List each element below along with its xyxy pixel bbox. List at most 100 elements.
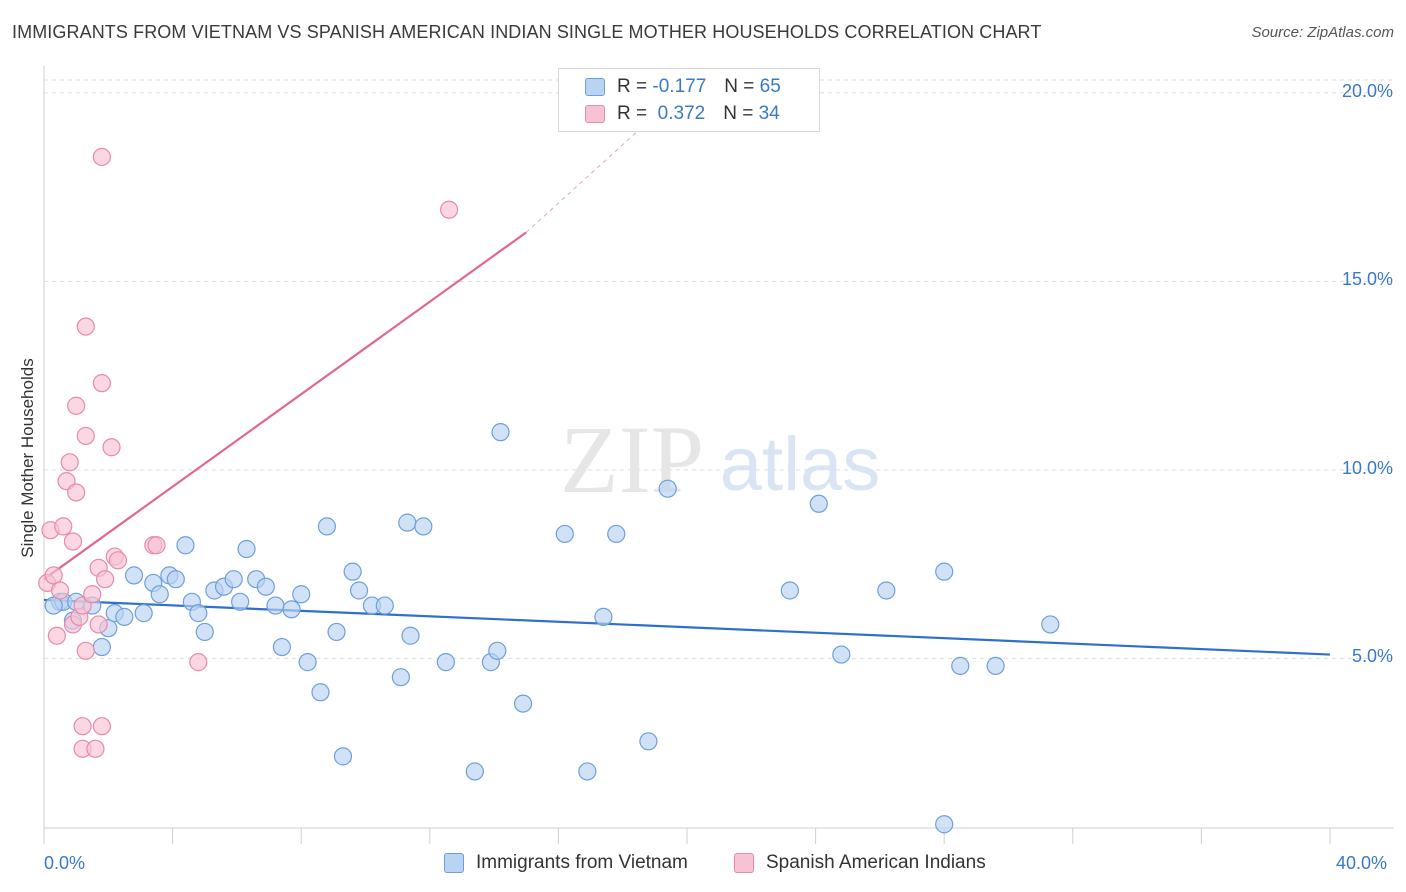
point-vietnam <box>935 562 954 581</box>
point-vietnam <box>488 641 507 660</box>
legend-r-value: -0.177 <box>652 76 707 97</box>
point-spanish-american-indian <box>189 653 208 672</box>
point-vietnam <box>150 585 169 604</box>
point-vietnam <box>465 762 484 781</box>
point-vietnam <box>1041 615 1060 634</box>
watermark-zip: ZIP <box>560 406 704 513</box>
point-spanish-american-indian <box>44 566 63 585</box>
point-vietnam <box>436 653 455 672</box>
point-vietnam <box>780 581 799 600</box>
point-spanish-american-indian <box>54 517 73 536</box>
point-vietnam <box>176 536 195 555</box>
point-vietnam <box>92 637 111 657</box>
point-spanish-american-indian <box>95 570 115 589</box>
point-vietnam <box>272 637 292 657</box>
point-vietnam <box>298 653 317 672</box>
trend-line-vietnam <box>43 598 1331 656</box>
point-vietnam <box>809 494 828 513</box>
trend-line-extension <box>525 115 656 233</box>
point-spanish-american-indian <box>102 438 121 457</box>
point-vietnam <box>124 566 144 585</box>
legend-n-label: N = <box>723 103 754 124</box>
point-vietnam <box>343 562 362 581</box>
point-spanish-american-indian <box>76 641 95 660</box>
legend-row-vietnam: R = -0.177 N = 65 <box>585 74 781 100</box>
point-vietnam <box>189 604 208 623</box>
point-spanish-american-indian <box>92 717 111 736</box>
bottom-legend-swatch-pink <box>734 853 754 873</box>
trend-lines <box>43 115 1331 656</box>
point-vietnam <box>513 694 533 713</box>
legend-r-label: R = <box>617 76 648 97</box>
point-vietnam <box>832 645 851 664</box>
point-vietnam <box>555 524 574 544</box>
point-spanish-american-indian <box>73 717 92 736</box>
point-spanish-american-indian <box>92 374 111 393</box>
point-spanish-american-indian <box>439 200 459 219</box>
bottom-legend-vietnam: Immigrants from Vietnam <box>444 852 688 874</box>
point-vietnam <box>658 479 677 498</box>
point-vietnam <box>237 539 256 559</box>
point-vietnam <box>256 577 275 596</box>
point-vietnam <box>317 517 337 536</box>
point-spanish-american-indian <box>47 626 66 645</box>
point-vietnam <box>166 570 185 589</box>
point-vietnam <box>375 596 394 615</box>
point-vietnam <box>333 747 353 766</box>
legend-n-value: 65 <box>759 76 781 97</box>
point-spanish-american-indian <box>76 317 95 336</box>
grid-lines <box>44 79 1394 659</box>
legend-swatch-pink <box>585 105 605 123</box>
point-vietnam <box>398 513 417 532</box>
y-tick-label: 15.0% <box>1341 269 1393 290</box>
point-spanish-american-indian <box>60 453 79 472</box>
point-vietnam <box>195 622 214 642</box>
point-vietnam <box>292 585 311 604</box>
x-tick-label-min: 0.0% <box>44 853 86 873</box>
x-tick-label-max: 40.0% <box>1336 853 1388 873</box>
point-vietnam <box>44 596 63 615</box>
point-spanish-american-indian <box>92 147 111 167</box>
legend-n-label: N = <box>724 76 755 97</box>
point-spanish-american-indian <box>86 739 105 758</box>
correlation-legend: R = -0.177 N = 65 R = 0.372 N = 34 <box>558 68 820 132</box>
point-spanish-american-indian <box>76 426 95 446</box>
point-vietnam <box>349 581 369 600</box>
point-vietnam <box>224 570 243 589</box>
point-vietnam <box>327 622 346 642</box>
legend-n-value: 34 <box>758 103 780 124</box>
point-vietnam <box>639 732 658 751</box>
legend-swatch-blue <box>585 78 605 96</box>
y-tick-label: 5.0% <box>1351 646 1393 667</box>
legend-r-label: R = <box>617 103 648 124</box>
point-vietnam <box>491 423 510 442</box>
point-spanish-american-indian <box>50 581 70 600</box>
legend-row-spanish-american-indians: R = 0.372 N = 34 <box>585 101 780 127</box>
point-vietnam <box>391 668 410 687</box>
point-vietnam <box>877 581 896 600</box>
point-vietnam <box>414 517 433 536</box>
axes <box>43 66 1394 844</box>
point-vietnam <box>607 524 626 544</box>
bottom-legend-spanish-american-indians: Spanish American Indians <box>734 852 986 874</box>
point-spanish-american-indian <box>67 396 86 415</box>
point-spanish-american-indian <box>108 551 128 570</box>
point-spanish-american-indian <box>63 532 83 551</box>
point-vietnam <box>134 604 153 623</box>
bottom-legend-swatch-blue <box>444 853 464 873</box>
point-vietnam <box>594 607 613 626</box>
y-tick-label: 10.0% <box>1341 457 1393 478</box>
point-spanish-american-indian <box>89 615 108 634</box>
point-vietnam <box>935 815 954 834</box>
point-vietnam <box>282 600 301 619</box>
point-spanish-american-indian <box>83 585 102 604</box>
point-vietnam <box>951 656 970 675</box>
point-vietnam <box>986 656 1005 675</box>
trend-line-spanish-american-indian <box>43 231 527 581</box>
point-vietnam <box>115 607 134 626</box>
point-spanish-american-indian <box>67 483 86 502</box>
bottom-legend-label: Spanish American Indians <box>766 852 986 873</box>
chart-source: Source: ZipAtlas.com <box>1251 24 1394 41</box>
point-vietnam <box>578 762 597 781</box>
